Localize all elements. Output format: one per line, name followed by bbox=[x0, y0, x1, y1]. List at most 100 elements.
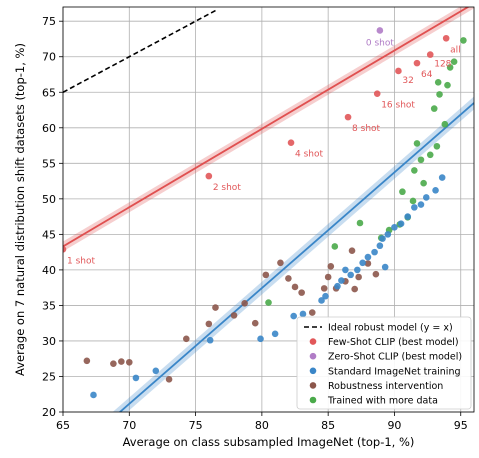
data-point bbox=[165, 376, 173, 383]
data-point bbox=[320, 285, 328, 292]
legend-marker bbox=[309, 382, 317, 389]
data-point bbox=[417, 201, 425, 208]
data-point bbox=[299, 310, 307, 318]
point-label: 2 shot bbox=[213, 183, 241, 193]
data-point bbox=[285, 275, 292, 282]
data-point bbox=[379, 235, 386, 242]
data-point bbox=[395, 67, 402, 75]
x-axis-label: Average on class subsampled ImageNet (to… bbox=[123, 435, 415, 449]
data-point bbox=[118, 358, 125, 365]
legend: Ideal robust model (y = x) Few-Shot CLIP … bbox=[296, 316, 472, 410]
data-point bbox=[411, 167, 418, 174]
fit-line bbox=[118, 102, 474, 412]
data-point bbox=[413, 59, 421, 67]
legend-label: Trained with more data bbox=[327, 396, 438, 407]
point-label: 0 shot bbox=[366, 38, 394, 48]
point-label: 32 bbox=[402, 76, 413, 86]
data-point bbox=[404, 213, 412, 220]
x-tick-label: 80 bbox=[255, 419, 269, 432]
y-tick-label: 25 bbox=[42, 370, 56, 383]
data-point bbox=[152, 367, 160, 375]
data-point bbox=[322, 292, 329, 300]
data-point bbox=[265, 299, 272, 306]
legend-marker bbox=[309, 367, 317, 375]
data-point bbox=[342, 266, 349, 274]
y-tick-label: 70 bbox=[42, 51, 56, 64]
legend-marker bbox=[309, 338, 317, 345]
legend-label: Standard ImageNet training bbox=[328, 366, 461, 377]
data-point bbox=[413, 140, 421, 147]
ideal-line bbox=[63, 9, 216, 93]
data-point bbox=[257, 335, 264, 343]
data-point bbox=[308, 309, 316, 316]
data-point bbox=[183, 335, 190, 343]
y-tick-label: 40 bbox=[42, 264, 56, 277]
data-point bbox=[348, 247, 356, 255]
legend-label: Zero-Shot CLIP (best model) bbox=[328, 352, 462, 363]
data-point bbox=[364, 260, 372, 267]
data-point bbox=[271, 330, 279, 338]
data-point bbox=[351, 285, 358, 293]
point-label: all bbox=[450, 45, 461, 55]
data-point bbox=[417, 156, 425, 164]
y-axis-label: Average on 7 natural distribution shift … bbox=[13, 43, 27, 376]
data-point bbox=[426, 51, 434, 58]
data-point bbox=[411, 204, 418, 211]
data-point bbox=[355, 273, 362, 281]
legend-label: Few-Shot CLIP (best model) bbox=[328, 337, 459, 348]
data-point bbox=[442, 34, 450, 42]
x-tick-label: 85 bbox=[321, 419, 335, 432]
y-tick-label: 20 bbox=[42, 406, 56, 419]
legend-label: Ideal robust model (y = x) bbox=[328, 323, 453, 334]
data-point bbox=[433, 142, 441, 150]
y-axis: 20 25 30 35 40 45 50 55 60 65 70 75 bbox=[42, 15, 63, 419]
y-tick-label: 30 bbox=[42, 335, 56, 348]
y-tick-label: 45 bbox=[42, 228, 56, 241]
data-point bbox=[420, 179, 427, 187]
data-point bbox=[132, 374, 140, 382]
data-point bbox=[212, 304, 219, 311]
data-point bbox=[290, 312, 297, 320]
point-label: 1 shot bbox=[67, 256, 95, 266]
x-tick-label: 90 bbox=[387, 419, 401, 432]
data-point bbox=[63, 245, 67, 253]
data-point bbox=[327, 263, 335, 270]
data-point bbox=[318, 297, 325, 304]
legend-box bbox=[296, 316, 472, 410]
data-point bbox=[422, 194, 430, 201]
y-tick-label: 65 bbox=[42, 86, 56, 99]
data-point bbox=[262, 271, 270, 279]
data-point bbox=[90, 391, 97, 399]
data-point bbox=[441, 120, 449, 128]
data-points bbox=[63, 27, 467, 399]
plot-frame bbox=[62, 6, 475, 413]
data-point bbox=[277, 259, 284, 267]
data-point bbox=[206, 336, 214, 344]
point-label: 8 shot bbox=[352, 124, 380, 134]
data-point bbox=[391, 223, 398, 231]
x-tick-label: 75 bbox=[189, 419, 203, 432]
data-point bbox=[372, 270, 380, 278]
data-point bbox=[397, 220, 405, 228]
fit-line bbox=[63, 7, 470, 248]
data-point bbox=[450, 58, 458, 66]
data-point bbox=[347, 271, 355, 279]
data-point bbox=[384, 231, 392, 238]
data-point bbox=[438, 174, 446, 181]
legend-marker bbox=[309, 396, 317, 404]
data-point bbox=[376, 27, 384, 34]
data-point bbox=[444, 81, 451, 89]
data-point bbox=[460, 37, 467, 44]
y-tick-label: 55 bbox=[42, 157, 56, 170]
data-point bbox=[373, 90, 381, 97]
fit-band bbox=[63, 7, 474, 252]
data-point bbox=[241, 299, 248, 307]
point-label: 64 bbox=[421, 70, 433, 80]
point-label: 4 shot bbox=[295, 150, 323, 160]
data-point bbox=[324, 273, 332, 281]
data-point bbox=[334, 282, 341, 290]
data-point bbox=[356, 219, 364, 227]
y-tick-label: 75 bbox=[42, 15, 56, 28]
